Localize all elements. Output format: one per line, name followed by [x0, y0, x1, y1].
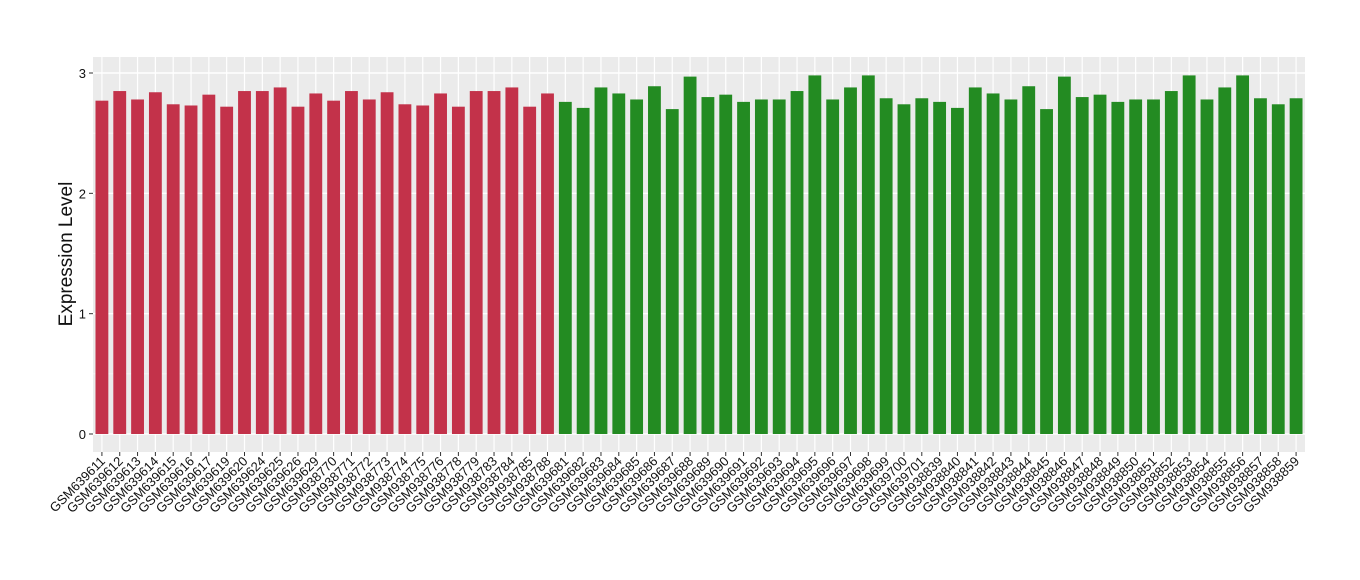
- bar: [701, 97, 715, 435]
- bar: [1200, 99, 1214, 435]
- bar: [808, 75, 822, 434]
- bar: [968, 87, 982, 434]
- bar: [1218, 87, 1232, 434]
- bar: [184, 105, 198, 435]
- bar: [469, 91, 483, 435]
- bar: [754, 99, 768, 435]
- bar: [1057, 76, 1071, 435]
- bar: [523, 106, 537, 435]
- bar: [131, 99, 144, 435]
- bar: [398, 104, 412, 434]
- bar: [576, 107, 590, 434]
- bar: [737, 101, 750, 434]
- bar: [1022, 86, 1036, 434]
- bar: [933, 101, 947, 434]
- bar: [309, 93, 323, 434]
- bar: [1093, 94, 1107, 434]
- bar: [1129, 99, 1143, 435]
- bar: [202, 94, 216, 434]
- bar: [772, 99, 786, 435]
- bar: [273, 87, 287, 434]
- bar: [879, 98, 893, 435]
- bar: [1004, 99, 1018, 435]
- bar: [487, 91, 501, 435]
- y-tick-label: 0: [79, 427, 86, 442]
- bar: [1254, 98, 1267, 435]
- bar: [915, 98, 929, 435]
- y-tick-label: 1: [79, 307, 86, 322]
- bar: [683, 76, 697, 435]
- bar: [1075, 97, 1089, 435]
- bar: [220, 106, 234, 435]
- bar: [1040, 109, 1053, 434]
- bar: [719, 94, 733, 434]
- bar: [451, 106, 465, 435]
- bar: [505, 87, 519, 434]
- y-tick-label: 2: [79, 186, 86, 201]
- bar: [238, 91, 251, 435]
- bar: [113, 91, 127, 435]
- bar: [255, 91, 269, 435]
- bar: [665, 109, 679, 434]
- bar: [630, 99, 644, 435]
- bar: [1182, 75, 1196, 434]
- bar: [291, 106, 305, 435]
- bar: [648, 86, 661, 434]
- bar: [986, 93, 1000, 434]
- bar: [345, 91, 358, 435]
- bar: [861, 75, 875, 434]
- bar: [1147, 99, 1160, 435]
- bar: [416, 105, 430, 435]
- bar: [327, 100, 341, 434]
- bar: [1271, 104, 1285, 434]
- bar: [1111, 101, 1125, 434]
- bar: [362, 99, 376, 435]
- bar: [897, 104, 911, 434]
- bar: [380, 92, 394, 435]
- bar: [844, 87, 857, 434]
- y-axis-label: Expression Level: [56, 182, 77, 327]
- bar: [434, 93, 447, 434]
- bar: [1164, 91, 1178, 435]
- y-tick-label: 3: [79, 66, 86, 81]
- bar: [790, 91, 804, 435]
- bar: [826, 99, 840, 435]
- bar: [148, 92, 162, 435]
- bar: [95, 100, 109, 434]
- bar: [594, 87, 608, 434]
- bar: [1236, 75, 1250, 434]
- bar: [951, 107, 964, 434]
- bar: [166, 104, 180, 434]
- bar: [1289, 98, 1303, 435]
- bar: [541, 93, 554, 434]
- bar: [612, 93, 626, 434]
- bar: [558, 101, 572, 434]
